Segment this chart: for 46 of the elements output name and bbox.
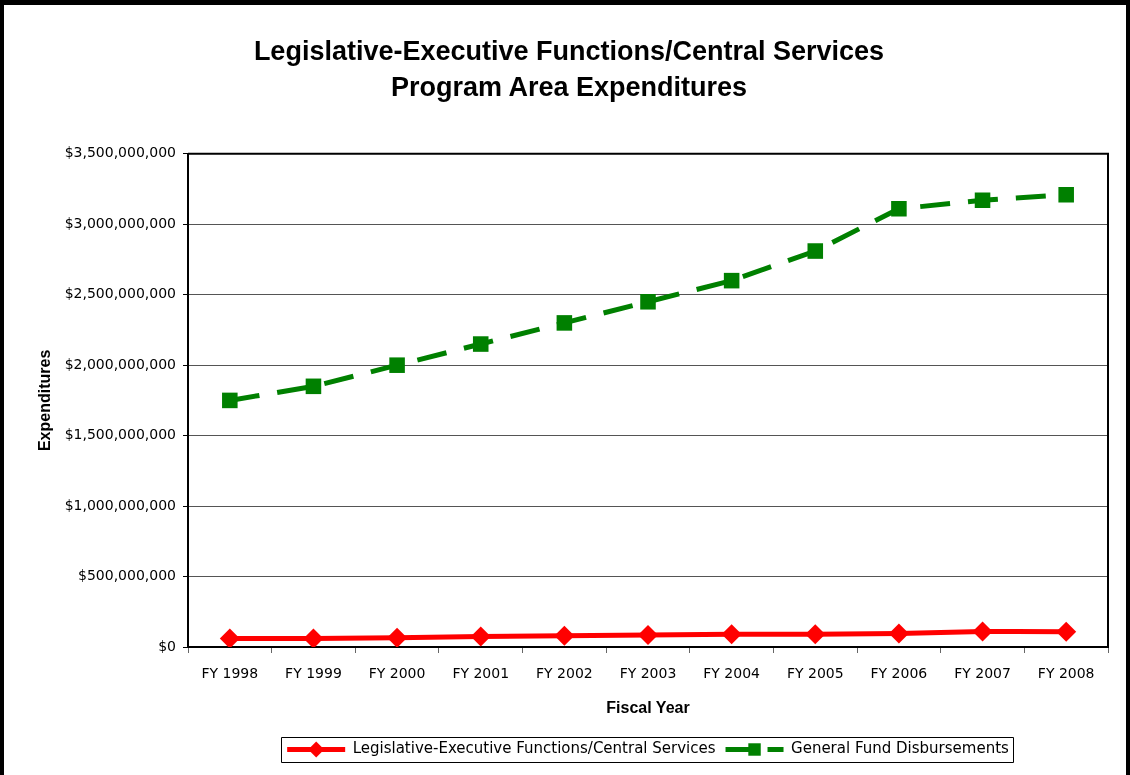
x-tick-label: FY 2008 xyxy=(1037,665,1095,682)
x-axis-title: Fiscal Year xyxy=(606,698,690,716)
point xyxy=(974,192,991,209)
point xyxy=(640,294,656,310)
point xyxy=(1056,621,1077,642)
point xyxy=(305,378,322,395)
point xyxy=(888,623,909,644)
y-tick-label: $500,000,000 xyxy=(78,567,176,584)
point xyxy=(556,315,573,331)
x-tick-label: FY 2002 xyxy=(536,665,593,682)
y-tick-label: $3,000,000,000 xyxy=(64,214,176,231)
point xyxy=(387,627,408,647)
chart-title: Legislative-Executive Functions/Central Services Program Area Expenditures xyxy=(253,36,885,103)
point xyxy=(972,621,993,642)
point xyxy=(805,624,826,645)
point xyxy=(807,243,824,259)
point xyxy=(638,625,658,646)
y-tick-label: $0 xyxy=(158,637,176,654)
y-tick-label: $1,000,000,000 xyxy=(64,496,176,513)
point xyxy=(470,626,491,647)
y-tick-label: $3,500,000,000 xyxy=(64,144,176,161)
x-tick-label: FY 2005 xyxy=(786,665,844,682)
x-tick-label: FY 2004 xyxy=(703,665,761,682)
x-tick-label: FY 1999 xyxy=(285,665,342,682)
y-tick-label: $1,500,000,000 xyxy=(64,426,176,443)
point xyxy=(222,392,238,409)
x-tick-label: FY 1998 xyxy=(201,665,259,682)
x-tick-label: FY 2000 xyxy=(368,665,426,682)
point xyxy=(723,272,740,289)
point xyxy=(472,336,489,352)
point xyxy=(303,628,324,647)
point xyxy=(389,357,405,373)
point xyxy=(891,201,907,217)
point xyxy=(1058,186,1074,203)
x-tick-label: FY 2007 xyxy=(954,665,1011,682)
legend-label: Legislative-Executive Functions/Central Services xyxy=(352,739,716,758)
x-tick-label: FY 2006 xyxy=(870,665,928,682)
point xyxy=(721,624,742,645)
legend-label: General Fund Disbursements xyxy=(791,739,1010,758)
y-tick-label: $2,000,000,000 xyxy=(64,355,176,372)
y-axis-title: Expenditures xyxy=(36,349,54,452)
x-tick-label: FY 2001 xyxy=(452,665,510,682)
x-tick-label: FY 2003 xyxy=(619,665,677,682)
y-tick-label: $2,500,000,000 xyxy=(64,285,176,302)
point xyxy=(219,628,240,647)
point xyxy=(554,625,575,646)
